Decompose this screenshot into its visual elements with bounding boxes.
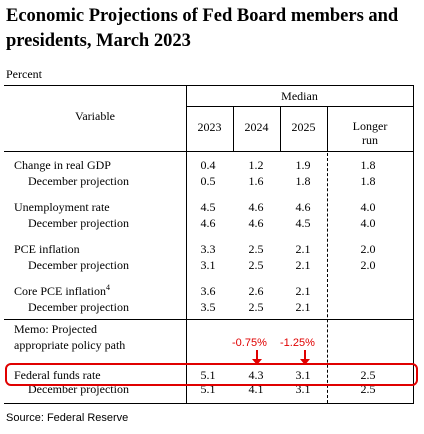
column-divider — [233, 106, 234, 151]
cell-2023: 3.6 — [200, 284, 216, 298]
page-title: Economic Projections of Fed Board member… — [6, 6, 399, 51]
cell-2024: 4.3 — [248, 368, 264, 382]
year-header: 2025 — [291, 120, 316, 134]
table-memo-rule — [4, 319, 414, 320]
source-note: Source: Federal Reserve — [6, 412, 129, 424]
median-rule — [186, 106, 414, 107]
longer-run-header: Longer run — [327, 119, 413, 147]
table-row: Federal funds rate 5.1 4.3 3.1 2.5 — [4, 367, 414, 383]
table-row: December projection 3.1 2.5 2.1 2.0 — [4, 257, 414, 273]
longer-run-header-line1: Longer — [352, 119, 388, 133]
cell-2024: 4.6 — [248, 200, 264, 214]
cell-2025: 2.1 — [295, 258, 311, 272]
median-header: Median — [281, 89, 318, 103]
table-row: Unemployment rate 4.5 4.6 4.6 4.0 — [4, 199, 414, 215]
cell-2024: 2.6 — [248, 284, 264, 298]
cell-2025: 2.1 — [295, 242, 311, 256]
table-row: December projection 4.6 4.6 4.5 4.0 — [4, 215, 414, 231]
rate-change-2025-annotation: -1.25% — [280, 337, 315, 349]
row-label: Change in real GDP — [14, 158, 111, 172]
table-top-rule — [4, 85, 414, 86]
memo-line2: appropriate policy path — [14, 338, 126, 352]
table-row: December projection 3.5 2.5 2.1 — [4, 299, 414, 315]
cell-2024: 2.5 — [248, 258, 264, 272]
cell-2023: 5.1 — [200, 368, 216, 382]
row-label: December projection — [28, 174, 129, 188]
cell-2024: 1.6 — [248, 174, 264, 188]
cell-2023: 3.3 — [200, 242, 216, 256]
memo-label: Memo: Projected appropriate policy path — [14, 321, 125, 353]
row-label: Federal funds rate — [14, 368, 101, 382]
longer-run-header-line2: run — [362, 133, 378, 147]
row-label: December projection — [28, 216, 129, 230]
row-label: December projection — [28, 300, 129, 314]
cell-2025: 2.1 — [295, 284, 311, 298]
cell-longer-run: 2.5 — [360, 368, 376, 382]
column-divider — [280, 106, 281, 151]
row-label: PCE inflation — [14, 242, 80, 256]
cell-2023: 4.5 — [200, 200, 216, 214]
cell-2025: 1.9 — [295, 158, 311, 172]
cell-2023: 0.4 — [200, 158, 216, 172]
variable-header: Variable — [75, 109, 115, 123]
rate-change-2024-annotation: -0.75% — [232, 337, 267, 349]
cell-longer-run: 1.8 — [360, 158, 376, 172]
cell-2025: 4.5 — [295, 216, 311, 230]
longer-run-dashed-divider — [327, 153, 328, 403]
cell-2023: 4.6 — [200, 216, 216, 230]
row-label: Core PCE inflation4 — [14, 283, 110, 299]
cell-2023: 3.1 — [200, 258, 216, 272]
year-header: 2023 — [197, 120, 222, 134]
cell-longer-run: 2.0 — [360, 258, 376, 272]
table-row: December projection 0.5 1.6 1.8 1.8 — [4, 173, 414, 189]
cell-2024: 2.5 — [248, 242, 264, 256]
cell-2024: 2.5 — [248, 300, 264, 314]
column-divider — [327, 106, 328, 151]
table-right-border — [413, 85, 414, 403]
cell-longer-run: 1.8 — [360, 174, 376, 188]
cell-longer-run: 4.0 — [360, 216, 376, 230]
table-row: PCE inflation 3.3 2.5 2.1 2.0 — [4, 241, 414, 257]
memo-line1: Memo: Projected — [14, 322, 97, 336]
row-label: Unemployment rate — [14, 200, 110, 214]
cell-2023: 0.5 — [200, 174, 216, 188]
footnote-marker: 4 — [106, 283, 110, 292]
year-header: 2024 — [244, 120, 269, 134]
table-row: Change in real GDP 0.4 1.2 1.9 1.8 — [4, 157, 414, 173]
cell-2024: 1.2 — [248, 158, 264, 172]
table-bottom-rule — [4, 403, 414, 404]
row-label-text: Core PCE inflation — [14, 284, 106, 298]
projections-table: Variable Median 2023 2024 2025 Longer ru… — [4, 85, 414, 404]
fed-funds-highlight-box — [5, 363, 418, 386]
cell-2025: 4.6 — [295, 200, 311, 214]
cell-2025: 1.8 — [295, 174, 311, 188]
table-row: Core PCE inflation4 3.6 2.6 2.1 — [4, 283, 414, 299]
column-divider — [186, 85, 187, 403]
cell-longer-run: 4.0 — [360, 200, 376, 214]
table-header-rule — [4, 151, 414, 152]
cell-2023: 3.5 — [200, 300, 216, 314]
cell-2024: 4.6 — [248, 216, 264, 230]
cell-2025: 3.1 — [295, 368, 311, 382]
unit-label: Percent — [6, 67, 42, 81]
cell-longer-run: 2.0 — [360, 242, 376, 256]
row-label: December projection — [28, 258, 129, 272]
cell-2025: 2.1 — [295, 300, 311, 314]
